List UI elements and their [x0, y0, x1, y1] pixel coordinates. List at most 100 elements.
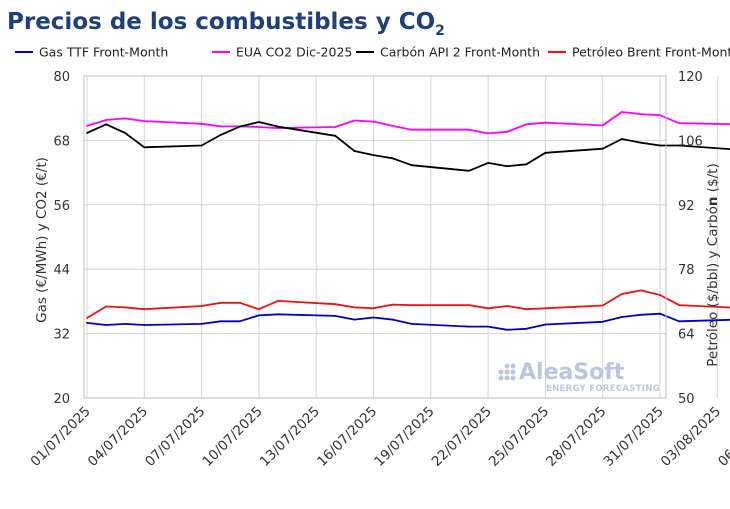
data-point-eua-co2-dic-2025 — [258, 126, 260, 128]
data-point-gas-ttf-front-month — [468, 325, 470, 328]
data-point-petroleo-brent-front-month — [105, 305, 107, 308]
data-point-carbon-api-2-front-month — [372, 154, 375, 157]
data-point-eua-co2-dic-2025 — [353, 119, 356, 122]
y-right-tick-label: 106 — [678, 134, 703, 149]
data-point-gas-ttf-front-month — [487, 325, 489, 328]
data-point-eua-co2-dic-2025 — [601, 124, 604, 127]
data-point-carbon-api-2-front-month — [200, 144, 203, 147]
legend-item: Gas TTF Front-Month — [15, 45, 168, 60]
data-point-carbon-api-2-front-month — [640, 141, 642, 144]
x-tick-label: 07/07/2025 — [142, 404, 208, 470]
data-point-eua-co2-dic-2025 — [143, 120, 146, 122]
data-point-eua-co2-dic-2025 — [525, 123, 528, 126]
data-point-petroleo-brent-front-month — [506, 305, 509, 307]
data-point-eua-co2-dic-2025 — [506, 130, 509, 133]
data-point-carbon-api-2-front-month — [525, 163, 528, 166]
legend: Gas TTF Front-Month EUA CO2 Dic-2025 Carbó… — [15, 45, 730, 60]
legend-label: Carbón API 2 Front-Month — [380, 45, 540, 60]
data-point-carbon-api-2-front-month — [334, 134, 337, 137]
data-point-carbon-api-2-front-month — [143, 146, 146, 149]
data-point-petroleo-brent-front-month — [372, 307, 375, 310]
data-point-eua-co2-dic-2025 — [659, 114, 661, 117]
data-point-eua-co2-dic-2025 — [124, 117, 127, 120]
data-point-petroleo-brent-front-month — [525, 308, 528, 311]
data-point-eua-co2-dic-2025 — [640, 113, 642, 115]
data-point-petroleo-brent-front-month — [391, 303, 394, 306]
data-point-gas-ttf-front-month — [678, 320, 680, 323]
y-left-tick-label: 32 — [53, 328, 70, 343]
aleasoft-logo-icon — [498, 363, 516, 381]
data-point-petroleo-brent-front-month — [334, 303, 337, 306]
y-left-tick-label: 20 — [53, 392, 70, 407]
data-point-gas-ttf-front-month — [105, 324, 107, 326]
data-point-petroleo-brent-front-month — [659, 294, 661, 296]
data-point-gas-ttf-front-month — [258, 314, 260, 317]
data-point-eua-co2-dic-2025 — [105, 119, 107, 121]
watermark-tagline: ENERGY FORECASTING — [546, 384, 660, 394]
data-point-gas-ttf-front-month — [506, 328, 509, 331]
data-point-eua-co2-dic-2025 — [219, 125, 222, 128]
x-tick-label: 25/07/2025 — [486, 404, 552, 470]
legend-item: Carbón API 2 Front-Month — [356, 45, 540, 60]
data-point-gas-ttf-front-month — [277, 313, 279, 316]
data-point-eua-co2-dic-2025 — [410, 128, 413, 131]
gridlines — [84, 76, 718, 398]
data-point-carbon-api-2-front-month — [544, 151, 547, 154]
data-point-gas-ttf-front-month — [372, 316, 375, 319]
data-point-petroleo-brent-front-month — [640, 289, 642, 292]
y-right-axis-label: Petróleo ($/bbl) y Carbón ($/t) — [705, 163, 721, 366]
data-point-gas-ttf-front-month — [410, 323, 413, 325]
y-right-tick-label: 120 — [678, 70, 703, 85]
y-right-tick-label: 78 — [678, 263, 695, 278]
y-left-tick-label: 80 — [53, 70, 70, 85]
data-point-petroleo-brent-front-month — [487, 307, 489, 310]
data-point-eua-co2-dic-2025 — [468, 128, 470, 131]
data-point-eua-co2-dic-2025 — [334, 126, 337, 128]
data-point-petroleo-brent-front-month — [86, 317, 88, 319]
data-point-carbon-api-2-front-month — [601, 147, 604, 150]
data-point-carbon-api-2-front-month — [468, 169, 470, 172]
x-tick-label: 28/07/2025 — [543, 404, 609, 470]
data-point-carbon-api-2-front-month — [86, 132, 88, 134]
y-right-tick-label: 92 — [678, 199, 695, 214]
data-point-eua-co2-dic-2025 — [487, 132, 489, 135]
y-left-tick-label: 56 — [53, 199, 70, 214]
x-tick-label: 13/07/2025 — [257, 404, 323, 470]
legend-label: EUA CO2 Dic-2025 — [236, 45, 352, 60]
data-point-petroleo-brent-front-month — [124, 306, 127, 309]
data-point-gas-ttf-front-month — [620, 316, 623, 318]
data-point-eua-co2-dic-2025 — [277, 127, 279, 129]
chart-title-main: Precios de los combustibles y CO — [7, 9, 435, 35]
data-point-petroleo-brent-front-month — [410, 304, 413, 306]
y-right-tick-label: 50 — [678, 392, 695, 407]
data-point-gas-ttf-front-month — [143, 324, 146, 326]
x-tick-label: 22/07/2025 — [429, 404, 495, 470]
data-point-gas-ttf-front-month — [124, 323, 127, 325]
axes: 20 32 44 56 68 80 50 64 78 92 106 120 01/07/202504/0… — [27, 70, 730, 470]
data-point-gas-ttf-front-month — [544, 323, 547, 326]
x-tick-label: 10/07/2025 — [199, 404, 265, 470]
data-point-eua-co2-dic-2025 — [678, 122, 680, 125]
data-point-eua-co2-dic-2025 — [620, 111, 623, 113]
watermark: AleaSoft ENERGY FORECASTING — [498, 360, 660, 394]
x-tick-label: 19/07/2025 — [371, 404, 437, 470]
data-point-gas-ttf-front-month — [601, 320, 604, 323]
data-point-gas-ttf-front-month — [353, 318, 356, 321]
chart-title: Precios de los combustibles y CO2 — [7, 9, 445, 39]
data-point-petroleo-brent-front-month — [258, 308, 260, 311]
data-point-petroleo-brent-front-month — [277, 300, 279, 302]
series-line-gas-ttf-front-month — [86, 312, 730, 331]
data-point-gas-ttf-front-month — [659, 312, 661, 315]
data-point-eua-co2-dic-2025 — [86, 125, 88, 127]
data-point-carbon-api-2-front-month — [620, 138, 623, 140]
data-point-petroleo-brent-front-month — [468, 304, 470, 306]
data-point-carbon-api-2-front-month — [124, 132, 127, 134]
data-point-gas-ttf-front-month — [391, 318, 394, 321]
data-point-petroleo-brent-front-month — [678, 304, 680, 306]
data-point-carbon-api-2-front-month — [277, 125, 279, 128]
data-point-carbon-api-2-front-month — [105, 123, 107, 126]
y-left-axis-label: Gas (€/MWh) y CO2 (€/t) — [34, 157, 50, 323]
legend-label: Petróleo Brent Front-Month — [572, 45, 730, 60]
watermark-brand: AleaSoft — [519, 360, 625, 385]
